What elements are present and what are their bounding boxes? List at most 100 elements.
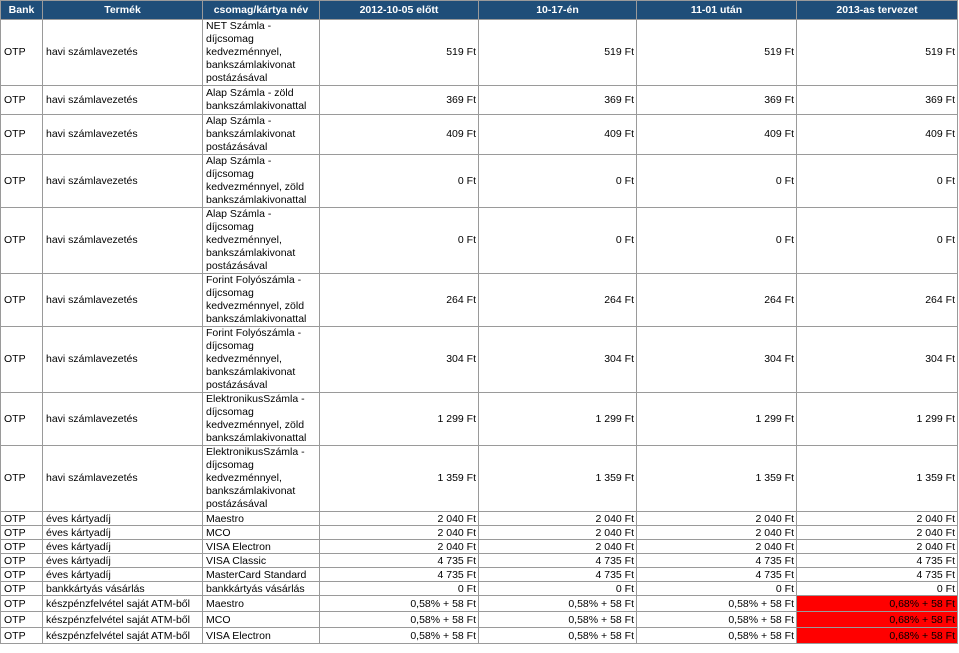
cell-bank[interactable]: OTP — [0, 445, 43, 512]
cell-bank[interactable]: OTP — [0, 627, 43, 644]
cell-after-11-01[interactable]: 409 Ft — [636, 114, 797, 155]
cell-10-17[interactable]: 2 040 Ft — [478, 511, 637, 526]
cell-bank[interactable]: OTP — [0, 114, 43, 155]
cell-2013-planned[interactable]: 2 040 Ft — [796, 539, 958, 554]
cell-10-17[interactable]: 1 299 Ft — [478, 392, 637, 446]
cell-bank[interactable]: OTP — [0, 154, 43, 208]
cell-product[interactable]: éves kártyadíj — [42, 525, 203, 540]
cell-bank[interactable]: OTP — [0, 581, 43, 596]
cell-product[interactable]: havi számlavezetés — [42, 114, 203, 155]
cell-bank[interactable]: OTP — [0, 611, 43, 628]
cell-before-2012-10-05[interactable]: 0,58% + 58 Ft — [319, 595, 479, 612]
cell-package-name[interactable]: Forint Folyószámla - díjcsomag kedvezmén… — [202, 326, 320, 393]
cell-bank[interactable]: OTP — [0, 85, 43, 115]
cell-before-2012-10-05[interactable]: 4 735 Ft — [319, 553, 479, 568]
cell-after-11-01[interactable]: 0 Ft — [636, 154, 797, 208]
cell-10-17[interactable]: 0 Ft — [478, 207, 637, 274]
cell-2013-planned[interactable]: 4 735 Ft — [796, 553, 958, 568]
cell-bank[interactable]: OTP — [0, 567, 43, 582]
cell-10-17[interactable]: 519 Ft — [478, 19, 637, 86]
cell-2013-planned[interactable]: 0,68% + 58 Ft — [796, 627, 958, 644]
cell-package-name[interactable]: Alap Számla - díjcsomag kedvezménnyel, z… — [202, 154, 320, 208]
cell-after-11-01[interactable]: 4 735 Ft — [636, 567, 797, 582]
cell-package-name[interactable]: ElektronikusSzámla - díjcsomag kedvezmén… — [202, 445, 320, 512]
header-2013-planned[interactable]: 2013-as tervezet — [796, 0, 958, 20]
cell-after-11-01[interactable]: 369 Ft — [636, 85, 797, 115]
cell-before-2012-10-05[interactable]: 369 Ft — [319, 85, 479, 115]
cell-package-name[interactable]: Forint Folyószámla - díjcsomag kedvezmén… — [202, 273, 320, 327]
cell-before-2012-10-05[interactable]: 0 Ft — [319, 207, 479, 274]
header-bank[interactable]: Bank — [0, 0, 43, 20]
cell-package-name[interactable]: Alap Számla - díjcsomag kedvezménnyel, b… — [202, 207, 320, 274]
cell-product[interactable]: éves kártyadíj — [42, 539, 203, 554]
cell-10-17[interactable]: 0,58% + 58 Ft — [478, 595, 637, 612]
cell-2013-planned[interactable]: 0,68% + 58 Ft — [796, 611, 958, 628]
cell-before-2012-10-05[interactable]: 2 040 Ft — [319, 511, 479, 526]
cell-before-2012-10-05[interactable]: 0,58% + 58 Ft — [319, 611, 479, 628]
cell-after-11-01[interactable]: 0 Ft — [636, 207, 797, 274]
cell-bank[interactable]: OTP — [0, 511, 43, 526]
cell-2013-planned[interactable]: 0 Ft — [796, 581, 958, 596]
cell-package-name[interactable]: VISA Electron — [202, 539, 320, 554]
cell-after-11-01[interactable]: 0 Ft — [636, 581, 797, 596]
cell-bank[interactable]: OTP — [0, 539, 43, 554]
cell-bank[interactable]: OTP — [0, 326, 43, 393]
cell-before-2012-10-05[interactable]: 1 359 Ft — [319, 445, 479, 512]
cell-2013-planned[interactable]: 1 359 Ft — [796, 445, 958, 512]
cell-package-name[interactable]: NET Számla - díjcsomag kedvezménnyel, ba… — [202, 19, 320, 86]
cell-10-17[interactable]: 409 Ft — [478, 114, 637, 155]
cell-2013-planned[interactable]: 264 Ft — [796, 273, 958, 327]
cell-10-17[interactable]: 304 Ft — [478, 326, 637, 393]
cell-2013-planned[interactable]: 0,68% + 58 Ft — [796, 595, 958, 612]
cell-bank[interactable]: OTP — [0, 392, 43, 446]
cell-before-2012-10-05[interactable]: 304 Ft — [319, 326, 479, 393]
cell-product[interactable]: készpénzfelvétel saját ATM-ből — [42, 611, 203, 628]
cell-10-17[interactable]: 2 040 Ft — [478, 539, 637, 554]
header-before-2012-10-05[interactable]: 2012-10-05 előtt — [319, 0, 479, 20]
header-product[interactable]: Termék — [42, 0, 203, 20]
cell-before-2012-10-05[interactable]: 264 Ft — [319, 273, 479, 327]
cell-2013-planned[interactable]: 0 Ft — [796, 207, 958, 274]
cell-10-17[interactable]: 4 735 Ft — [478, 567, 637, 582]
cell-bank[interactable]: OTP — [0, 595, 43, 612]
cell-bank[interactable]: OTP — [0, 207, 43, 274]
cell-10-17[interactable]: 264 Ft — [478, 273, 637, 327]
cell-before-2012-10-05[interactable]: 4 735 Ft — [319, 567, 479, 582]
cell-before-2012-10-05[interactable]: 2 040 Ft — [319, 539, 479, 554]
cell-after-11-01[interactable]: 0,58% + 58 Ft — [636, 611, 797, 628]
cell-product[interactable]: havi számlavezetés — [42, 273, 203, 327]
cell-after-11-01[interactable]: 0,58% + 58 Ft — [636, 627, 797, 644]
cell-2013-planned[interactable]: 4 735 Ft — [796, 567, 958, 582]
cell-10-17[interactable]: 0,58% + 58 Ft — [478, 611, 637, 628]
cell-2013-planned[interactable]: 369 Ft — [796, 85, 958, 115]
cell-before-2012-10-05[interactable]: 519 Ft — [319, 19, 479, 86]
cell-product[interactable]: havi számlavezetés — [42, 326, 203, 393]
cell-2013-planned[interactable]: 0 Ft — [796, 154, 958, 208]
cell-bank[interactable]: OTP — [0, 525, 43, 540]
cell-product[interactable]: havi számlavezetés — [42, 19, 203, 86]
cell-after-11-01[interactable]: 519 Ft — [636, 19, 797, 86]
cell-before-2012-10-05[interactable]: 0 Ft — [319, 154, 479, 208]
cell-package-name[interactable]: VISA Classic — [202, 553, 320, 568]
cell-10-17[interactable]: 0 Ft — [478, 154, 637, 208]
cell-package-name[interactable]: VISA Electron — [202, 627, 320, 644]
cell-10-17[interactable]: 2 040 Ft — [478, 525, 637, 540]
cell-product[interactable]: havi számlavezetés — [42, 392, 203, 446]
cell-package-name[interactable]: Maestro — [202, 511, 320, 526]
cell-package-name[interactable]: ElektronikusSzámla - díjcsomag kedvezmén… — [202, 392, 320, 446]
cell-2013-planned[interactable]: 1 299 Ft — [796, 392, 958, 446]
cell-10-17[interactable]: 0 Ft — [478, 581, 637, 596]
cell-package-name[interactable]: Alap Számla - bankszámlakivonat postázás… — [202, 114, 320, 155]
cell-bank[interactable]: OTP — [0, 273, 43, 327]
cell-product[interactable]: éves kártyadíj — [42, 511, 203, 526]
cell-10-17[interactable]: 4 735 Ft — [478, 553, 637, 568]
cell-before-2012-10-05[interactable]: 409 Ft — [319, 114, 479, 155]
cell-product[interactable]: havi számlavezetés — [42, 154, 203, 208]
header-after-11-01[interactable]: 11-01 után — [636, 0, 797, 20]
cell-bank[interactable]: OTP — [0, 19, 43, 86]
cell-product[interactable]: éves kártyadíj — [42, 567, 203, 582]
cell-package-name[interactable]: MCO — [202, 611, 320, 628]
cell-after-11-01[interactable]: 0,58% + 58 Ft — [636, 595, 797, 612]
cell-after-11-01[interactable]: 2 040 Ft — [636, 511, 797, 526]
cell-10-17[interactable]: 1 359 Ft — [478, 445, 637, 512]
